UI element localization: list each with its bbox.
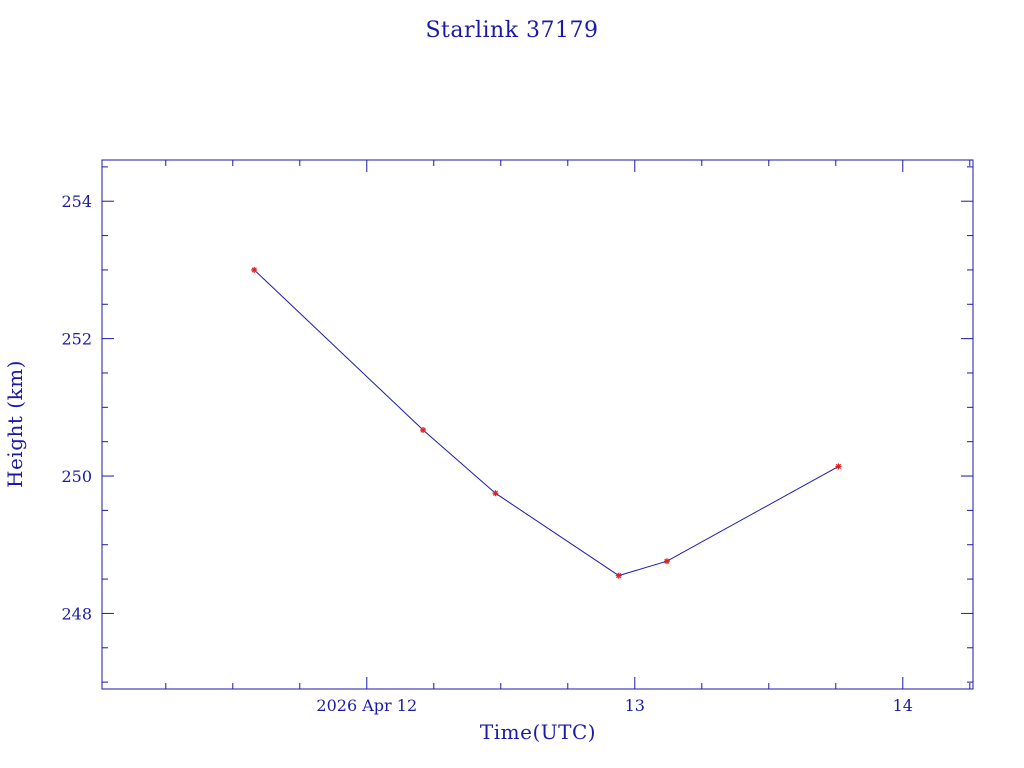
x-axis-label: Time(UTC) — [480, 720, 596, 744]
y-tick-label: 252 — [61, 330, 92, 349]
data-point-marker — [251, 266, 258, 273]
x-axis-ticks — [165, 160, 971, 689]
data-point-marker — [835, 463, 842, 470]
x-tick-label: 2026 Apr 12 — [316, 696, 417, 715]
x-tick-label: 14 — [893, 696, 913, 715]
y-axis-tick-labels: 248 250 252 254 — [61, 192, 92, 623]
plot-frame — [101, 159, 974, 690]
chart-title: Starlink 37179 — [425, 18, 598, 43]
x-axis-tick-labels: 2026 Apr 12 13 14 — [316, 696, 913, 715]
data-point-marker — [420, 426, 427, 433]
data-point-marker — [615, 572, 622, 579]
y-tick-label: 250 — [61, 467, 92, 486]
y-axis-label: Height (km) — [3, 360, 27, 488]
y-tick-label: 254 — [61, 192, 92, 211]
height-series-markers — [251, 266, 842, 579]
y-tick-label: 248 — [61, 604, 92, 623]
height-series-line — [253, 269, 839, 577]
data-point-marker — [663, 558, 670, 565]
y-axis-ticks — [102, 166, 973, 683]
data-point-marker — [492, 490, 499, 497]
x-tick-label: 13 — [625, 696, 645, 715]
